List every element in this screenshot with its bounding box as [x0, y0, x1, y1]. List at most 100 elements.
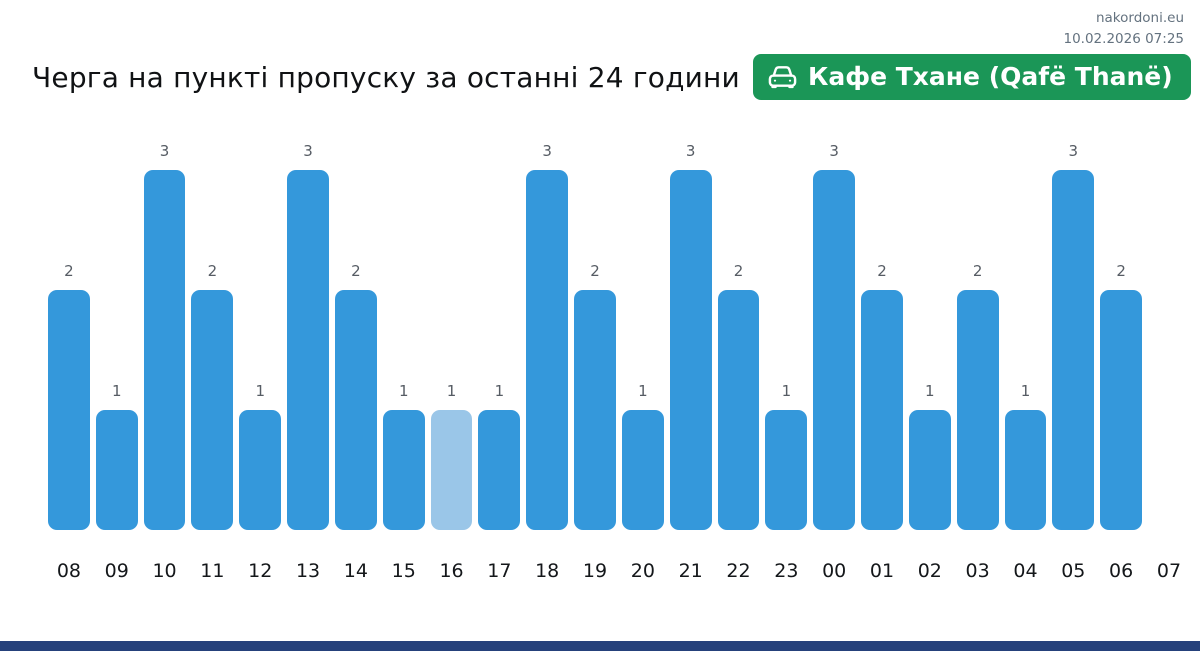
bars-row: 2 1 3 2 1 3 2 1 1 1 3 2 1 3 2 1 3 2 1 2 1 3 2: [48, 142, 1190, 530]
bar-value-label: 1: [638, 382, 648, 400]
bar-slot: 2: [574, 170, 616, 530]
bar-hour-03[interactable]: [956, 290, 999, 530]
site-url: nakordoni.eu: [1095, 10, 1184, 26]
bar-hour-17[interactable]: [478, 410, 521, 530]
hour-label-19: 19: [582, 560, 608, 582]
bar-hour-04[interactable]: [1004, 410, 1047, 530]
bar-hour-13[interactable]: [287, 170, 329, 530]
hour-label-09: 09: [104, 560, 129, 582]
bar-hour-06[interactable]: [1100, 290, 1143, 530]
hour-label-16: 16: [439, 560, 464, 582]
bar-slot: 3: [813, 142, 856, 530]
page-title: Черга на пункті пропуску за останні 24 г…: [32, 60, 740, 94]
bar-value-label: 3: [542, 142, 552, 160]
hour-label-05: 05: [1061, 560, 1086, 582]
bar-hour-14[interactable]: [334, 290, 377, 530]
bar-value-label: 3: [159, 142, 170, 160]
hour-label-22: 22: [726, 560, 751, 582]
hour-label-23: 23: [774, 560, 799, 582]
bar-slot: 1: [239, 170, 282, 530]
bar-value-label: 2: [877, 262, 887, 280]
bar-slot: 2: [191, 170, 234, 530]
bar-hour-12[interactable]: [239, 410, 282, 530]
hour-label-15: 15: [391, 560, 416, 582]
bar-slot: 2: [861, 170, 903, 530]
bar-value-label: 1: [255, 382, 265, 400]
bar-value-label: 3: [303, 142, 313, 160]
bar-hour-05[interactable]: [1052, 170, 1095, 530]
bar-hour-00[interactable]: [813, 170, 856, 530]
bar-hour-09[interactable]: [95, 410, 138, 530]
bar-slot: 2: [717, 170, 760, 530]
bar-slot: 2: [1100, 170, 1143, 530]
hour-label-13: 13: [295, 560, 321, 582]
title-row: Черга на пункті пропуску за останні 24 г…: [32, 54, 1191, 100]
bar-value-label: 1: [1020, 382, 1031, 400]
hour-label-07: 07: [1156, 560, 1182, 582]
hour-label-18: 18: [535, 560, 560, 582]
bar-value-label: 1: [781, 382, 792, 400]
hour-label-01: 01: [869, 560, 895, 582]
bar-value-label: 2: [64, 262, 74, 280]
bar-value-label: 3: [829, 142, 839, 160]
hour-label-20: 20: [630, 560, 655, 582]
checkpoint-badge[interactable]: Кафе Тхане (Qafë Thanë): [752, 54, 1191, 100]
bar-value-label: 2: [590, 262, 600, 280]
bar-value-label: 1: [925, 382, 935, 400]
bar-value-label: 3: [685, 142, 696, 160]
checkpoint-badge-label: Кафе Тхане (Qafë Thanë): [807, 62, 1173, 91]
bar-slot: 3: [287, 142, 329, 530]
timestamp: 10.02.2026 07:25: [1063, 30, 1185, 47]
hour-label-02: 02: [917, 560, 942, 582]
bar-slot: 3: [526, 142, 569, 530]
bar-slot: 1: [621, 170, 664, 530]
bar-slot: 1: [908, 170, 951, 530]
bar-slot: 1: [95, 170, 138, 530]
bar-slot: [1148, 170, 1190, 530]
bar-slot: 1: [430, 170, 473, 530]
bar-hour-18[interactable]: [526, 170, 569, 530]
car-front-icon: [767, 64, 798, 90]
hour-label-14: 14: [343, 560, 368, 582]
hour-label-06: 06: [1109, 560, 1134, 582]
bar-hour-08[interactable]: [48, 290, 90, 530]
bar-value-label: 2: [972, 262, 983, 280]
footer-bar: [0, 641, 1200, 651]
hours-row: 08 09 10 11 12 13 14 15 16 17 18 19 20 21 22 23 00 01 02 03…: [48, 560, 1190, 582]
bar-hour-11[interactable]: [191, 290, 234, 530]
bar-slot: 1: [478, 170, 521, 530]
bar-hour-16[interactable]: [430, 410, 473, 530]
bar-value-label: 3: [1068, 142, 1079, 160]
bar-hour-01[interactable]: [861, 290, 903, 530]
bar-slot: 3: [669, 142, 712, 530]
bar-value-label: 2: [351, 262, 361, 280]
hour-label-03: 03: [965, 560, 990, 582]
site-meta: nakordoni.eu 10.02.2026 07:25: [1064, 8, 1185, 50]
hour-label-08: 08: [56, 560, 81, 582]
bar-slot: 2: [956, 170, 999, 530]
bar-value-label: 1: [494, 382, 505, 400]
bar-slot: 1: [1004, 170, 1047, 530]
bar-hour-20[interactable]: [621, 410, 664, 530]
bar-slot: 2: [334, 170, 377, 530]
bar-hour-02[interactable]: [908, 410, 951, 530]
hour-label-00: 00: [822, 560, 847, 582]
bar-value-label: 2: [207, 262, 218, 280]
hour-label-10: 10: [152, 560, 177, 582]
bar-hour-21[interactable]: [669, 170, 712, 530]
bar-slot: 3: [143, 142, 186, 530]
bar-hour-19[interactable]: [574, 290, 616, 530]
bar-hour-10[interactable]: [143, 170, 186, 530]
bar-slot: 1: [382, 170, 425, 530]
bar-value-label: 1: [446, 382, 457, 400]
bar-value-label: 2: [1116, 262, 1126, 280]
bar-hour-15[interactable]: [382, 410, 425, 530]
bar-hour-22[interactable]: [717, 290, 760, 530]
bar-value-label: 1: [398, 382, 409, 400]
bar-value-label: 2: [733, 262, 744, 280]
hour-label-04: 04: [1013, 560, 1038, 582]
bar-hour-23[interactable]: [765, 410, 808, 530]
hour-label-12: 12: [248, 560, 273, 582]
bar-slot: 1: [765, 170, 808, 530]
